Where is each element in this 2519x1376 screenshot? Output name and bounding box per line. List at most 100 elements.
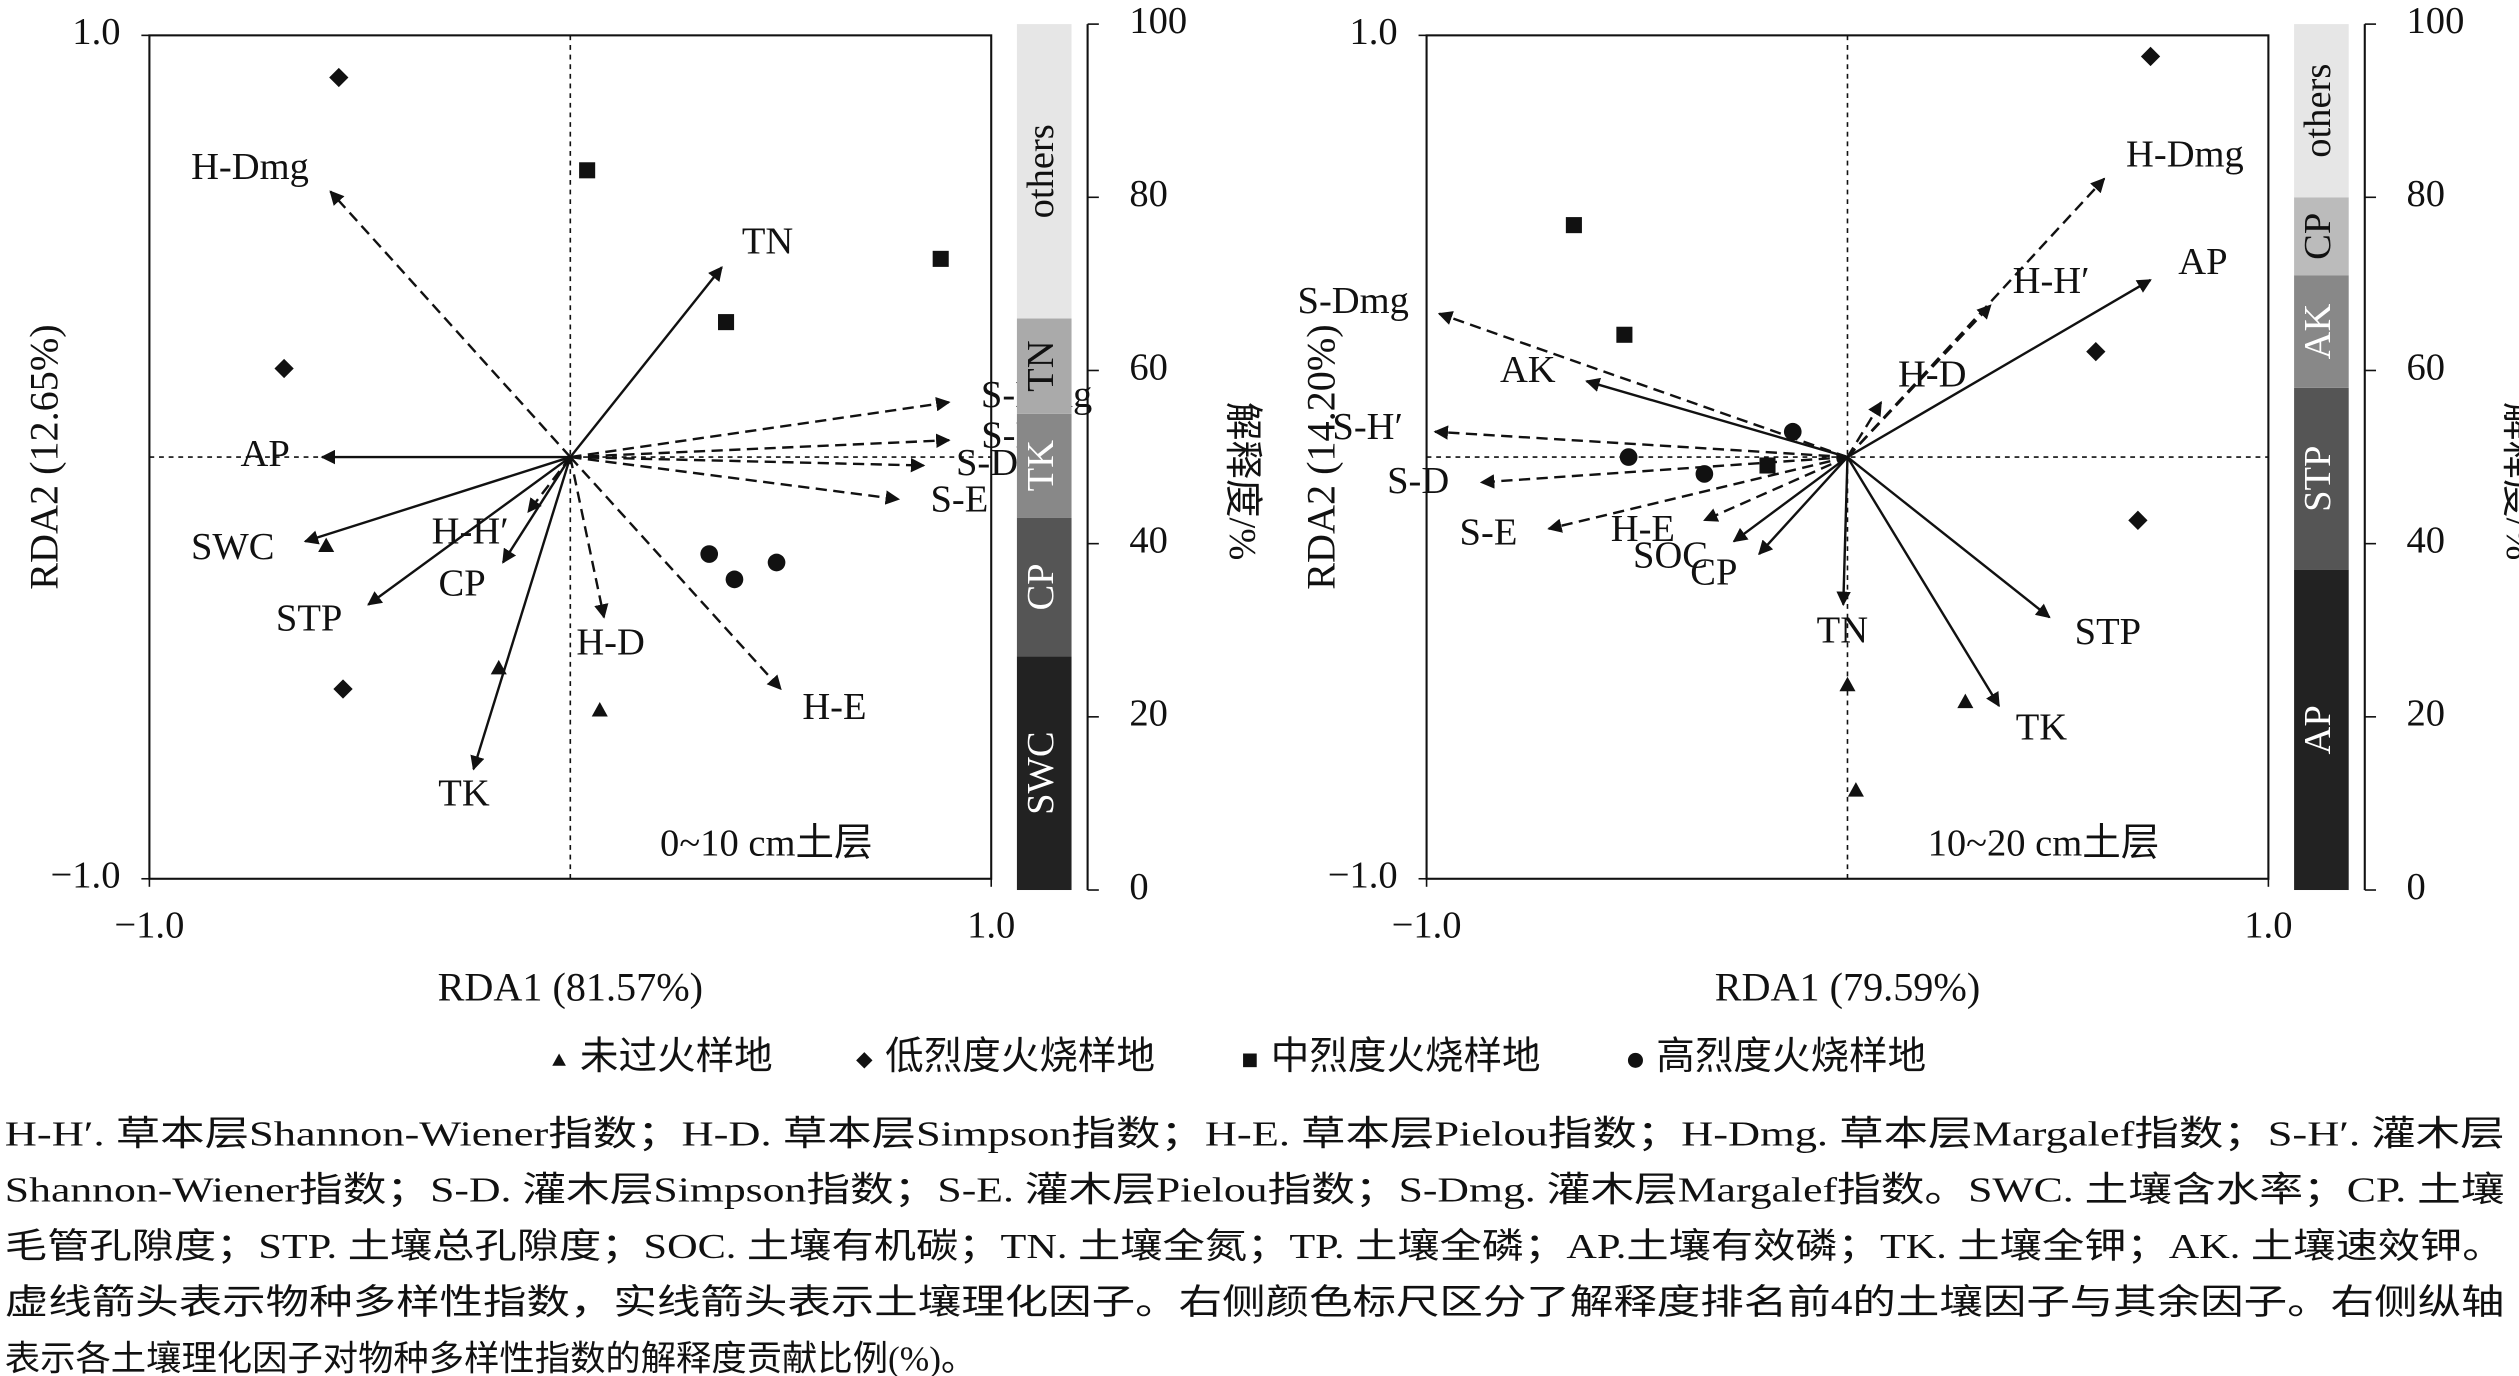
caption-line: Shannon-Wiener指数；S-D. 灌木层Simpson指数；S-E. … bbox=[5, 1171, 2505, 1210]
y-tick-label: 1.0 bbox=[1349, 11, 1397, 53]
y-tick-label: −1.0 bbox=[1328, 855, 1398, 897]
arrow-label: AP bbox=[2178, 241, 2227, 283]
soil-arrow bbox=[1846, 456, 2051, 619]
bar-segment-label: CP bbox=[1020, 563, 1062, 610]
circle-point bbox=[700, 545, 719, 563]
square-point bbox=[1759, 457, 1776, 474]
arrow-label: SOC bbox=[1633, 534, 1708, 576]
bar-segment-label: STP bbox=[2297, 446, 2339, 512]
circle-point bbox=[1783, 422, 1802, 441]
soil-arrow bbox=[303, 455, 571, 545]
diversity-arrow bbox=[1846, 401, 1883, 458]
bar-segment bbox=[2294, 387, 2349, 570]
arrow-label: STP bbox=[2075, 611, 2141, 653]
bar-segment-label: others bbox=[1020, 124, 1062, 218]
arrow-label: AK bbox=[1500, 349, 1556, 391]
bar-segment bbox=[1016, 656, 1072, 891]
square-point bbox=[1565, 217, 1582, 234]
arrow-label: AP bbox=[241, 433, 290, 475]
diamond-point bbox=[333, 679, 353, 699]
bar-segment bbox=[2294, 569, 2349, 891]
bar-segment-label: TN bbox=[1020, 340, 1062, 391]
legend-marker bbox=[1243, 1053, 1257, 1068]
annotation: 10~20 cm土层 bbox=[1928, 822, 2160, 864]
triangle-point bbox=[318, 537, 335, 553]
arrow-label: H-D bbox=[576, 621, 645, 663]
arrow-label: H-E bbox=[802, 686, 866, 728]
bar-segment bbox=[2294, 24, 2349, 198]
y-tick-label: 1.0 bbox=[72, 11, 120, 53]
caption-line: H-H′. 草本层Shannon-Wiener指数；H-D. 草本层Simpso… bbox=[5, 1114, 2505, 1153]
soil-arrow bbox=[1846, 456, 2001, 708]
y2-tick-label: 0 bbox=[1129, 866, 1148, 908]
soil-arrow bbox=[367, 456, 572, 606]
soil-arrow bbox=[1732, 456, 1849, 543]
y2-tick-label: 0 bbox=[2407, 866, 2426, 908]
arrow-label: S-E bbox=[1460, 511, 1518, 553]
bar-segment-label: SWC bbox=[1020, 731, 1062, 815]
arrow-label: H-Dmg bbox=[2126, 133, 2244, 175]
bar-segment bbox=[1016, 517, 1072, 657]
bar-segment-label: AP bbox=[2297, 705, 2339, 754]
caption-line: 毛管孔隙度；STP. 土壤总孔隙度；SOC. 土壤有机碳；TN. 土壤全氮；TP… bbox=[5, 1227, 2505, 1266]
triangle-point bbox=[1839, 676, 1856, 692]
y2-tick-label: 60 bbox=[2407, 346, 2446, 388]
diversity-arrow bbox=[569, 456, 609, 619]
circle-point bbox=[767, 553, 786, 572]
diamond-point bbox=[274, 358, 294, 379]
legend-label: 未过火样地 bbox=[580, 1036, 773, 1078]
y2-tick-label: 40 bbox=[1129, 519, 1168, 561]
square-point bbox=[932, 250, 949, 267]
soil-arrow bbox=[569, 266, 723, 458]
soil-arrow bbox=[470, 456, 572, 771]
arrow-label: H-H′ bbox=[2013, 260, 2090, 302]
legend-marker bbox=[856, 1052, 873, 1069]
caption-line: 虚线箭头表示物种多样性指数，实线箭头表示土壤理化因子。右侧颜色标尺区分了解释度排… bbox=[5, 1283, 2505, 1322]
bar-segment-label: CP bbox=[2297, 213, 2339, 260]
triangle-point bbox=[490, 659, 507, 675]
soil-arrow bbox=[1836, 457, 1851, 607]
bar-segment bbox=[1016, 413, 1072, 518]
diversity-arrow bbox=[1547, 455, 1848, 533]
y2-tick-label: 60 bbox=[1129, 346, 1168, 388]
x-tick-label: 1.0 bbox=[967, 904, 1015, 946]
arrow-label: S-D bbox=[1387, 460, 1449, 502]
x-tick-label: −1.0 bbox=[114, 904, 184, 946]
circle-point bbox=[1695, 465, 1714, 483]
arrow-label: TN bbox=[742, 221, 793, 263]
bar-segment-label: AK bbox=[2297, 304, 2339, 360]
arrow-label: S-Dmg bbox=[1298, 280, 1409, 322]
bar-segment bbox=[2294, 275, 2349, 388]
diversity-arrow bbox=[570, 433, 951, 459]
diversity-arrow bbox=[329, 190, 572, 458]
x-tick-label: −1.0 bbox=[1392, 904, 1462, 946]
y2-axis-label: 解释度/% bbox=[1221, 402, 1264, 560]
arrow-label: S-H′ bbox=[1332, 406, 1403, 448]
annotation: 0~10 cm土层 bbox=[660, 822, 873, 864]
y-axis-label: RDA2 (14.20%) bbox=[1299, 324, 1344, 589]
arrow-label: H-D bbox=[1898, 353, 1967, 395]
y2-tick-label: 100 bbox=[1129, 0, 1187, 42]
soil-arrow bbox=[1758, 456, 1849, 556]
diversity-arrow bbox=[1479, 455, 1848, 489]
y2-axis-label: 解释度/% bbox=[2498, 402, 2519, 560]
diversity-arrow bbox=[570, 455, 926, 473]
soil-arrow bbox=[501, 456, 572, 564]
arrow-label: CP bbox=[1690, 551, 1737, 593]
soil-arrow bbox=[1585, 377, 1848, 459]
circle-point bbox=[725, 570, 744, 589]
legend-marker bbox=[1627, 1052, 1643, 1068]
triangle-point bbox=[1957, 693, 1974, 709]
arrow-label: TK bbox=[438, 773, 490, 815]
bar-segment bbox=[1016, 24, 1072, 319]
arrow-label: CP bbox=[439, 563, 486, 605]
diversity-arrow bbox=[570, 396, 951, 459]
diamond-point bbox=[2128, 510, 2148, 530]
arrow-label: SWC bbox=[191, 526, 275, 568]
arrow-label: S-D bbox=[956, 442, 1018, 484]
diversity-arrow bbox=[527, 456, 572, 514]
arrow-label: S-E bbox=[930, 479, 988, 521]
diamond-point bbox=[2086, 341, 2106, 362]
diversity-arrow bbox=[570, 455, 901, 505]
